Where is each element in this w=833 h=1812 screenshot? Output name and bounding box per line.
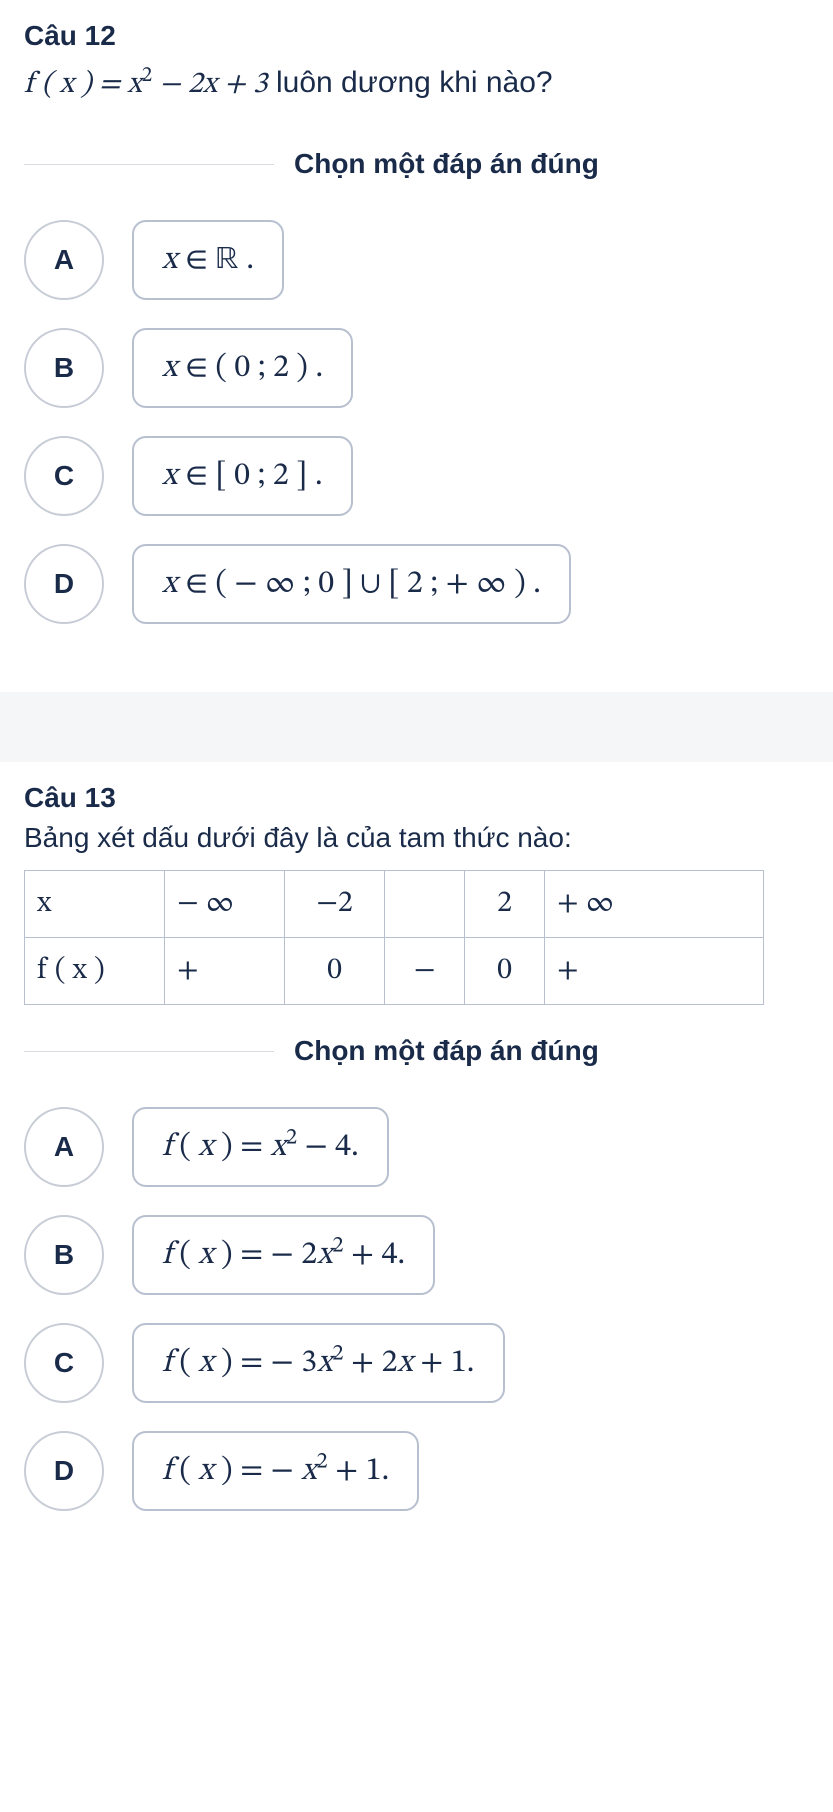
table-cell: + ∞ xyxy=(545,871,764,938)
option-12-b-row: B x ∈ ( 0 ; 2 ) . xyxy=(24,328,809,408)
option-13-c-circle[interactable]: C xyxy=(24,1323,104,1403)
table-row: f ( x ) + 0 − 0 + xyxy=(25,938,764,1005)
option-13-b-circle[interactable]: B xyxy=(24,1215,104,1295)
option-13-b-row: B f ( x ) = − 2x2 + 4. xyxy=(24,1215,809,1295)
table-cell xyxy=(385,871,465,938)
divider-line xyxy=(24,1051,274,1052)
option-12-a-row: A x ∈ ℝ . xyxy=(24,220,809,300)
question-12-block: Câu 12 f ( x ) = x2 − 2x + 3 luôn dương … xyxy=(0,0,833,692)
table-cell: − xyxy=(385,938,465,1005)
instruction-row-12: Chọn một đáp án đúng xyxy=(24,148,809,180)
section-spacer xyxy=(0,692,833,762)
sign-table: x − ∞ −2 2 + ∞ f ( x ) + 0 − 0 + xyxy=(24,870,764,1005)
instruction-text-12: Chọn một đáp án đúng xyxy=(294,148,599,180)
option-13-c-box[interactable]: f ( x ) = − 3x2 + 2x + 1. xyxy=(132,1323,505,1403)
question-12-title: Câu 12 xyxy=(24,20,809,52)
option-13-d-circle[interactable]: D xyxy=(24,1431,104,1511)
question-13-block: Câu 13 Bảng xét dấu dưới đây là của tam … xyxy=(0,762,833,1579)
table-cell: + xyxy=(545,938,764,1005)
option-12-c-box[interactable]: x ∈ [ 0 ; 2 ] . xyxy=(132,436,353,516)
option-12-d-box[interactable]: x ∈ ( − ∞ ; 0 ] ∪ [ 2 ; + ∞ ) . xyxy=(132,544,571,624)
option-12-c-row: C x ∈ [ 0 ; 2 ] . xyxy=(24,436,809,516)
question-12-prompt: f ( x ) = x2 − 2x + 3 luôn dương khi nào… xyxy=(24,60,809,108)
option-13-a-row: A f ( x ) = x2 − 4. xyxy=(24,1107,809,1187)
table-row: x − ∞ −2 2 + ∞ xyxy=(25,871,764,938)
option-12-a-box[interactable]: x ∈ ℝ . xyxy=(132,220,284,300)
option-12-a-circle[interactable]: A xyxy=(24,220,104,300)
option-12-c-circle[interactable]: C xyxy=(24,436,104,516)
question-12-prompt-tail: luôn dương khi nào? xyxy=(268,66,553,99)
option-12-d-circle[interactable]: D xyxy=(24,544,104,624)
table-cell: + xyxy=(165,938,285,1005)
table-cell-x: x xyxy=(37,889,51,919)
question-12-math: f ( x ) = x2 − 2x + 3 xyxy=(24,70,268,100)
option-12-b-box[interactable]: x ∈ ( 0 ; 2 ) . xyxy=(132,328,353,408)
table-cell: −2 xyxy=(285,871,385,938)
option-12-b-circle[interactable]: B xyxy=(24,328,104,408)
question-13-intro: Bảng xét dấu dưới đây là của tam thức nà… xyxy=(24,822,809,854)
option-13-c-row: C f ( x ) = − 3x2 + 2x + 1. xyxy=(24,1323,809,1403)
table-cell: 0 xyxy=(285,938,385,1005)
option-13-b-box[interactable]: f ( x ) = − 2x2 + 4. xyxy=(132,1215,435,1295)
option-12-d-row: D x ∈ ( − ∞ ; 0 ] ∪ [ 2 ; + ∞ ) . xyxy=(24,544,809,624)
option-13-d-box[interactable]: f ( x ) = − x2 + 1. xyxy=(132,1431,419,1511)
table-cell: − ∞ xyxy=(165,871,285,938)
question-13-title: Câu 13 xyxy=(24,782,809,814)
instruction-row-13: Chọn một đáp án đúng xyxy=(24,1035,809,1067)
divider-line xyxy=(24,164,274,165)
instruction-text-13: Chọn một đáp án đúng xyxy=(294,1035,599,1067)
option-13-a-box[interactable]: f ( x ) = x2 − 4. xyxy=(132,1107,389,1187)
table-cell: 2 xyxy=(465,871,545,938)
table-cell: 0 xyxy=(465,938,545,1005)
option-13-a-circle[interactable]: A xyxy=(24,1107,104,1187)
option-13-d-row: D f ( x ) = − x2 + 1. xyxy=(24,1431,809,1511)
table-cell-fx: f ( x ) xyxy=(25,938,165,1005)
